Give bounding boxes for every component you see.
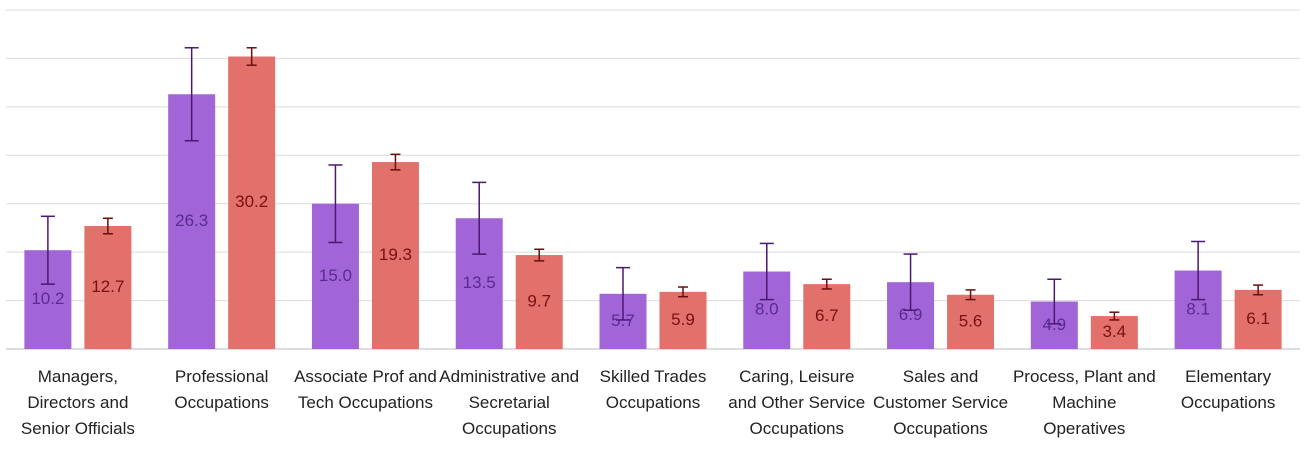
data-label: 5.9 xyxy=(671,310,695,329)
error-bar xyxy=(184,47,199,142)
error-bar xyxy=(616,266,630,321)
bar xyxy=(1090,316,1138,349)
bar xyxy=(659,291,707,349)
data-label: 12.7 xyxy=(91,277,124,296)
data-label: 10.2 xyxy=(31,289,64,308)
data-label: 30.2 xyxy=(235,192,268,211)
x-tick-label: Administrative and Secretarial Occupatio… xyxy=(439,367,580,438)
error-bar xyxy=(1191,240,1206,301)
error-bar xyxy=(102,217,113,235)
error-bar xyxy=(965,289,976,301)
bar xyxy=(1234,289,1282,349)
x-tick-label: Caring, Leisure and Other Service Occupa… xyxy=(728,367,866,438)
data-label: 26.3 xyxy=(175,211,208,230)
error-bar xyxy=(1109,311,1120,321)
x-tick-label: Process, Plant and Machine Operatives xyxy=(1012,367,1156,438)
data-label: 9.7 xyxy=(527,292,551,311)
error-bar xyxy=(40,215,55,285)
data-label: 8.1 xyxy=(1186,299,1210,318)
error-bar xyxy=(534,248,545,262)
data-label: 4.9 xyxy=(1043,315,1067,334)
error-bar xyxy=(1047,278,1062,325)
error-bar xyxy=(678,286,688,298)
data-label: 15.0 xyxy=(319,266,352,285)
x-tick-label: Sales and Customer Service Occupations xyxy=(872,367,1009,438)
bar xyxy=(371,162,419,349)
error-bar xyxy=(821,278,832,290)
data-label: 5.6 xyxy=(959,311,983,330)
bar xyxy=(947,294,995,349)
error-bar xyxy=(390,153,401,171)
data-label: 6.7 xyxy=(815,306,839,325)
bar xyxy=(228,56,276,350)
error-bar xyxy=(1253,284,1264,296)
data-label: 6.9 xyxy=(899,305,923,324)
data-label: 5.7 xyxy=(611,311,635,330)
error-bar xyxy=(328,164,343,244)
error-bar xyxy=(246,47,257,66)
x-tick-label: Professional Occupations xyxy=(174,367,269,412)
data-label: 6.1 xyxy=(1246,309,1270,328)
x-tick-label: Elementary Occupations xyxy=(1180,367,1276,412)
data-label: 19.3 xyxy=(379,245,412,264)
error-bar xyxy=(903,253,918,312)
bar xyxy=(803,284,851,349)
data-label: 8.0 xyxy=(755,300,779,319)
x-tick-label: Associate Prof and Tech Occupations xyxy=(294,367,437,412)
x-tick-label: Managers, Directors and Senior Officials xyxy=(20,367,135,438)
x-tick-label: Skilled Trades Occupations xyxy=(599,367,707,412)
bar xyxy=(515,255,563,349)
bar xyxy=(84,225,132,349)
error-bar xyxy=(759,242,774,301)
data-label: 13.5 xyxy=(463,273,496,292)
data-label: 3.4 xyxy=(1103,322,1127,341)
error-bar xyxy=(472,181,487,255)
